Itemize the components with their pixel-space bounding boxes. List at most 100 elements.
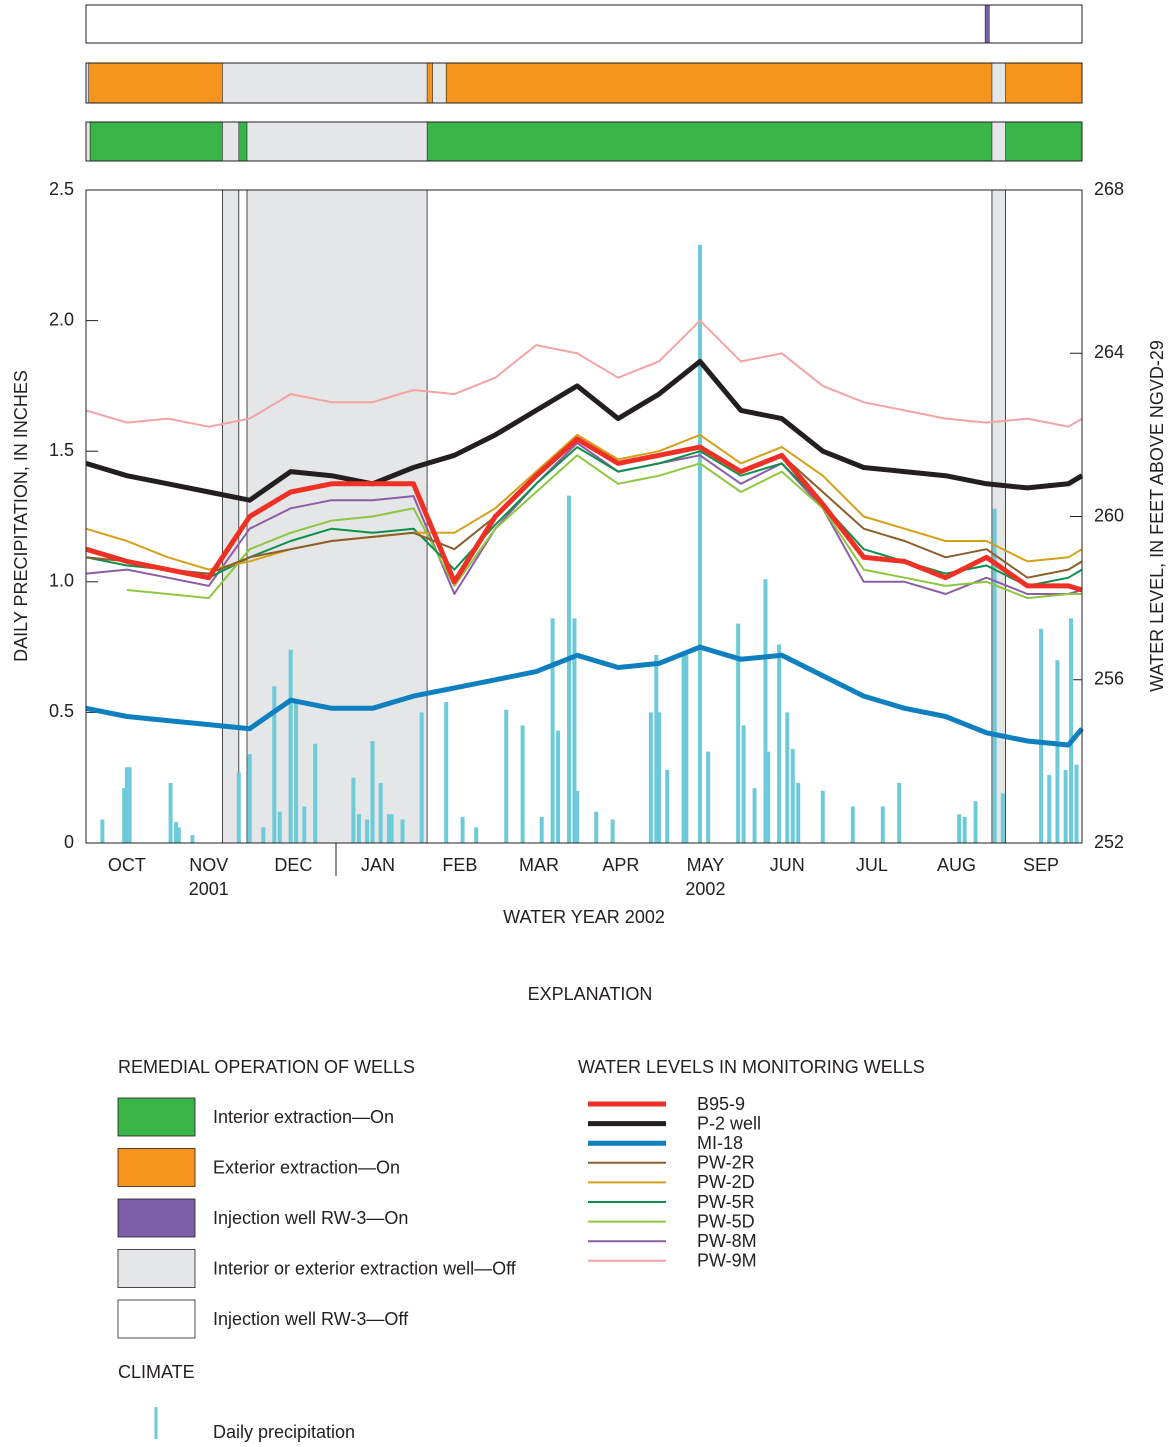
legend-label: PW-2D (697, 1172, 755, 1192)
explanation-title: EXPLANATION (528, 984, 653, 1004)
legend-label: Interior extraction—On (213, 1107, 394, 1127)
status-interval (238, 121, 248, 162)
precip-bar (1047, 775, 1052, 843)
y-tick-label: 0.5 (49, 701, 74, 721)
precip-bar (294, 701, 299, 843)
precip-bar (474, 827, 479, 843)
x-tick-label: FEB (442, 855, 477, 875)
status-interval (1005, 121, 1083, 162)
precip-bar (1055, 660, 1060, 843)
y2-tick-label: 252 (1094, 832, 1124, 852)
legend-label: Interior or exterior extraction well—Off (213, 1258, 517, 1278)
precip-bar (247, 754, 252, 843)
precip-bar (168, 782, 173, 843)
precip-bar (288, 649, 293, 843)
y2-tick-label: 268 (1094, 179, 1124, 199)
water-level-line (85, 319, 1083, 428)
precip-bar (460, 816, 465, 843)
status-interval (426, 62, 433, 104)
precip-bar (127, 767, 132, 843)
precip-bar (370, 741, 375, 843)
precip-bar (277, 811, 282, 843)
precip-bar (313, 743, 318, 843)
water-level-line (85, 644, 1084, 748)
x-tick-label: APR (602, 855, 639, 875)
precip-bar (741, 725, 746, 843)
water-level-line (85, 442, 1083, 595)
legend-swatch (117, 1299, 196, 1339)
precip-bar (594, 811, 599, 843)
precip-bar (654, 654, 659, 843)
water-level-line (85, 433, 1083, 571)
precip-bar (236, 772, 241, 843)
precip-bar (706, 751, 711, 843)
precip-bar (752, 788, 757, 843)
y-tick-label: 2.0 (49, 309, 74, 329)
y-tick-label: 1.0 (49, 571, 74, 591)
precip-bar (365, 819, 370, 843)
legend-label: Injection well RW-3—On (213, 1208, 408, 1228)
legend-label: Injection well RW-3—Off (213, 1309, 409, 1329)
x-tick-label: MAY (687, 855, 725, 875)
off-period (246, 189, 428, 844)
precip-bar (419, 712, 424, 843)
legend-label: PW-8M (697, 1231, 757, 1251)
x-tick-label: MAR (519, 855, 559, 875)
status-interval (89, 121, 223, 162)
precip-bar (648, 712, 653, 843)
precip-bar (174, 822, 179, 843)
x-tick-label: NOV (189, 855, 228, 875)
x-axis-label: WATER YEAR 2002 (503, 907, 665, 927)
precip-bar (957, 814, 962, 843)
water-level-line (85, 358, 1084, 503)
precip-bar (785, 712, 790, 843)
x-tick-label: JUN (770, 855, 805, 875)
precip-bar (897, 782, 902, 843)
legend-label: Daily precipitation (213, 1422, 355, 1442)
precip-bar (766, 751, 771, 843)
precip-bar (556, 730, 561, 843)
y-tick-label: 0 (64, 832, 74, 852)
precip-bar (124, 767, 129, 843)
precip-bar (520, 725, 525, 843)
precip-bar (1039, 628, 1044, 843)
x-tick-label: AUG (937, 855, 976, 875)
precip-bar (992, 508, 997, 843)
legend-heading: REMEDIAL OPERATION OF WELLS (118, 1057, 415, 1077)
precip-bar (272, 686, 277, 843)
precip-bar (681, 652, 686, 843)
x-tick-label: JAN (361, 855, 395, 875)
x-year-label: 2001 (189, 879, 229, 899)
precip-bar (736, 623, 741, 843)
precip-bar (389, 814, 394, 843)
legend-label: PW-9M (697, 1251, 757, 1271)
precip-bar (356, 814, 361, 843)
precip-bar (973, 801, 978, 843)
x-tick-label: OCT (108, 855, 146, 875)
y2-tick-label: 260 (1094, 505, 1124, 525)
y2-tick-label: 256 (1094, 669, 1124, 689)
legend-label: MI-18 (697, 1133, 743, 1153)
status-row-border (85, 62, 1083, 104)
off-period (222, 189, 240, 844)
status-row-border (85, 121, 1083, 162)
x-tick-label: JUL (856, 855, 888, 875)
legend-heading: CLIMATE (118, 1362, 195, 1382)
y-axis-label: DAILY PRECIPITATION, IN INCHES (11, 370, 31, 662)
precip-bar (566, 495, 571, 843)
precip-bar (539, 816, 544, 843)
y2-axis-label: WATER LEVEL, IN FEET ABOVE NGVD-29 (1147, 340, 1167, 692)
legend-heading: WATER LEVELS IN MONITORING WELLS (578, 1057, 925, 1077)
precip-bar (100, 819, 105, 843)
precip-bar (504, 709, 509, 843)
precip-bar (796, 782, 801, 843)
precip-bar (850, 806, 855, 843)
status-interval (445, 62, 993, 104)
legend-swatch (117, 1198, 196, 1238)
precip-bar (610, 819, 615, 843)
precip-bar (820, 790, 825, 843)
precip-bar (1063, 769, 1068, 843)
precip-bar (190, 835, 195, 843)
plot-frame (85, 189, 1083, 844)
precip-bar (1069, 618, 1074, 843)
